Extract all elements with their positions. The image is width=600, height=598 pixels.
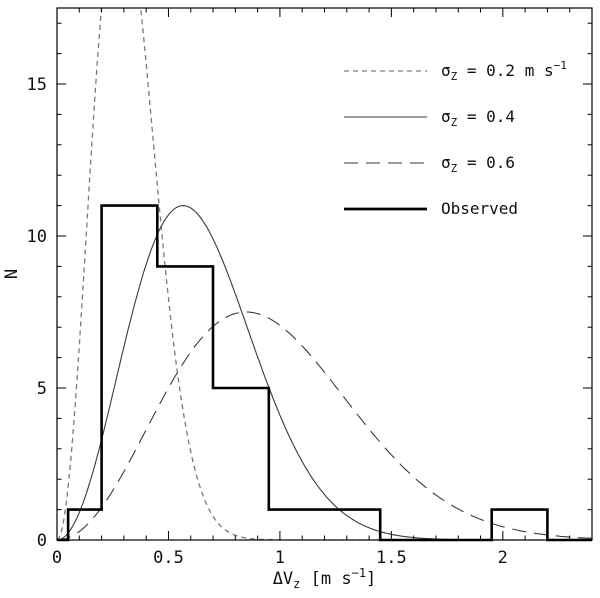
x-tick-label: 0: [52, 548, 62, 568]
legend-item-sigma-0.6: σZ = 0.6: [344, 153, 515, 175]
x-tick-labels: 0 0.5 1 1.5 2: [52, 548, 508, 568]
legend: σZ = 0.2 m s−1 σZ = 0.4 σZ = 0.6 Observed: [344, 59, 567, 218]
x-tick-label: 1: [275, 548, 285, 568]
x-tick-label: 0.5: [153, 548, 184, 568]
legend-label: Observed: [441, 199, 518, 218]
x-tick-label: 1.5: [376, 548, 407, 568]
observed-histogram: [57, 204, 592, 542]
legend-label: σZ = 0.4: [441, 107, 515, 129]
legend-item-observed: Observed: [344, 199, 518, 218]
plot-frame: [56, 7, 593, 541]
model-curve-sigma-0.4: [57, 205, 592, 540]
legend-item-sigma-0.4: σZ = 0.4: [344, 107, 515, 129]
y-tick-labels: 0 5 10 15: [27, 75, 47, 551]
x-tick-label: 2: [498, 548, 508, 568]
y-tick-label: 0: [37, 531, 47, 551]
y-axis-label: N: [2, 269, 22, 279]
model-curve-sigma-0.2: [57, 8, 592, 540]
legend-label: σZ = 0.2 m s−1: [441, 59, 567, 83]
model-curve-sigma-0.6: [57, 311, 592, 540]
y-tick-label: 10: [27, 227, 47, 247]
y-tick-label: 5: [37, 379, 47, 399]
legend-item-sigma-0.2: σZ = 0.2 m s−1: [344, 59, 567, 83]
axis-ticks: [56, 8, 593, 541]
legend-label: σZ = 0.6: [441, 153, 515, 175]
x-axis-label: ΔVz [m s−1]: [273, 566, 377, 591]
y-tick-label: 15: [27, 75, 47, 95]
